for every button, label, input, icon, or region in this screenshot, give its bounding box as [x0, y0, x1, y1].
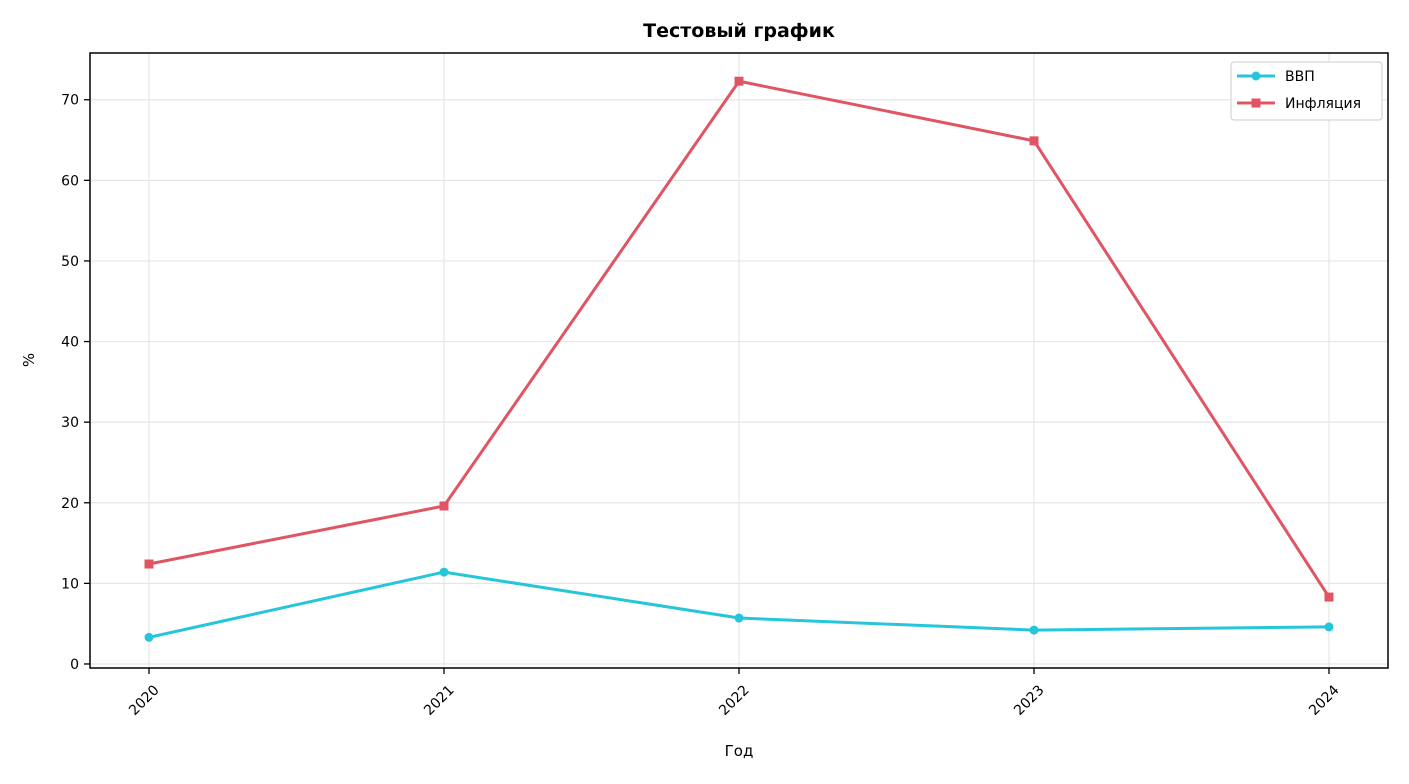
y-axis: 0 10 20 30 40 50 60 70 — [61, 93, 90, 673]
x-axis-title: Год — [725, 742, 754, 760]
data-point — [1029, 136, 1039, 146]
data-point — [1029, 625, 1039, 635]
data-point — [439, 501, 449, 511]
x-tick-label: 2024 — [1306, 682, 1343, 719]
y-tick-label: 20 — [61, 496, 79, 512]
chart-title: Тестовый график — [643, 20, 835, 42]
legend-marker-gdp — [1251, 71, 1261, 81]
series-0 — [144, 567, 1334, 642]
y-tick-label: 60 — [61, 173, 79, 189]
data-point — [1324, 592, 1334, 602]
series-group — [144, 76, 1334, 642]
grid-lines — [90, 53, 1388, 668]
y-tick-label: 30 — [61, 415, 79, 431]
x-tick-label: 2022 — [716, 682, 753, 719]
x-axis: 2020 2021 2022 2023 2024 — [126, 668, 1343, 719]
legend: ВВП Инфляция — [1230, 61, 1383, 121]
y-tick-label: 50 — [61, 254, 79, 270]
y-tick-label: 0 — [70, 657, 79, 673]
data-point — [1324, 622, 1334, 632]
x-tick-label: 2023 — [1011, 682, 1048, 719]
data-point — [144, 559, 154, 569]
data-point — [439, 567, 449, 577]
x-tick-label: 2020 — [126, 682, 163, 719]
y-tick-label: 10 — [61, 576, 79, 592]
legend-label-gdp: ВВП — [1285, 69, 1315, 85]
y-tick-label: 70 — [61, 93, 79, 109]
data-point — [734, 613, 744, 623]
data-point — [144, 632, 154, 642]
y-axis-title: % — [20, 353, 38, 367]
data-point — [734, 76, 744, 86]
legend-label-inflation: Инфляция — [1285, 96, 1361, 112]
legend-marker-inflation — [1251, 98, 1261, 108]
y-tick-label: 40 — [61, 335, 79, 351]
series-1 — [144, 76, 1334, 602]
x-tick-label: 2021 — [421, 682, 458, 719]
